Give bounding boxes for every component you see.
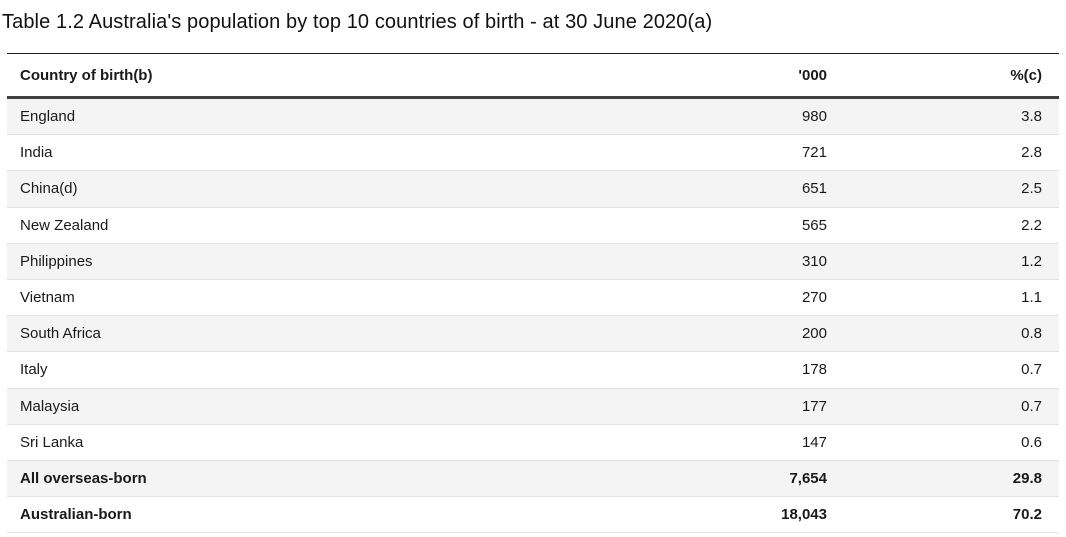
percent-cell: 70.2 [827,496,1059,534]
thousands-cell: 721 [560,134,827,172]
country-cell: Australian-born [7,496,560,534]
population-table: Country of birth(b) '000 %(c) England 98… [7,53,1059,534]
country-cell: England [7,97,560,136]
table-row: England 980 3.8 [7,97,1059,136]
country-cell: Vietnam [7,279,560,317]
table-row: Philippines 310 1.2 [7,243,1059,280]
percent-cell: 2.8 [827,134,1059,172]
percent-cell: 0.7 [827,388,1059,425]
thousands-cell: 18,043 [560,496,827,534]
table-row: South Africa 200 0.8 [7,315,1059,353]
country-cell: China(d) [7,170,560,208]
thousands-cell: 178 [560,351,827,389]
thousands-cell: 270 [560,279,827,317]
table-row: Vietnam 270 1.1 [7,279,1059,317]
country-cell: All overseas-born [7,460,560,498]
header-thousands: '000 [560,53,827,99]
thousands-cell: 147 [560,424,827,461]
table-row: New Zealand 565 2.2 [7,207,1059,244]
table-row: India 721 2.8 [7,134,1059,172]
percent-cell: 2.5 [827,170,1059,208]
percent-cell: 0.6 [827,424,1059,461]
percent-cell: 3.8 [827,97,1059,136]
header-row: Country of birth(b) '000 %(c) [7,53,1059,99]
percent-cell: 2.2 [827,207,1059,244]
thousands-cell: 7,654 [560,460,827,498]
header-country: Country of birth(b) [7,53,560,99]
country-cell: Italy [7,351,560,389]
page-title: Table 1.2 Australia's population by top … [2,11,713,33]
table-header: Country of birth(b) '000 %(c) [7,53,1059,99]
percent-cell: 0.7 [827,351,1059,389]
table-row: China(d) 651 2.5 [7,170,1059,208]
country-cell: Philippines [7,243,560,280]
percent-cell: 1.2 [827,243,1059,280]
table-row: Italy 178 0.7 [7,351,1059,389]
country-cell: South Africa [7,315,560,353]
country-cell: New Zealand [7,207,560,244]
table-row: Malaysia 177 0.7 [7,388,1059,425]
percent-cell: 1.1 [827,279,1059,317]
thousands-cell: 651 [560,170,827,208]
total-row-australian-born: Australian-born 18,043 70.2 [7,496,1059,534]
country-cell: Sri Lanka [7,424,560,461]
header-percent: %(c) [827,53,1059,99]
table-body: England 980 3.8 India 721 2.8 China(d) 6… [7,97,1059,534]
thousands-cell: 565 [560,207,827,244]
table-row: Sri Lanka 147 0.6 [7,424,1059,461]
thousands-cell: 310 [560,243,827,280]
percent-cell: 0.8 [827,315,1059,353]
thousands-cell: 177 [560,388,827,425]
thousands-cell: 980 [560,97,827,136]
country-cell: India [7,134,560,172]
country-cell: Malaysia [7,388,560,425]
percent-cell: 29.8 [827,460,1059,498]
total-row-overseas-born: All overseas-born 7,654 29.8 [7,460,1059,498]
thousands-cell: 200 [560,315,827,353]
